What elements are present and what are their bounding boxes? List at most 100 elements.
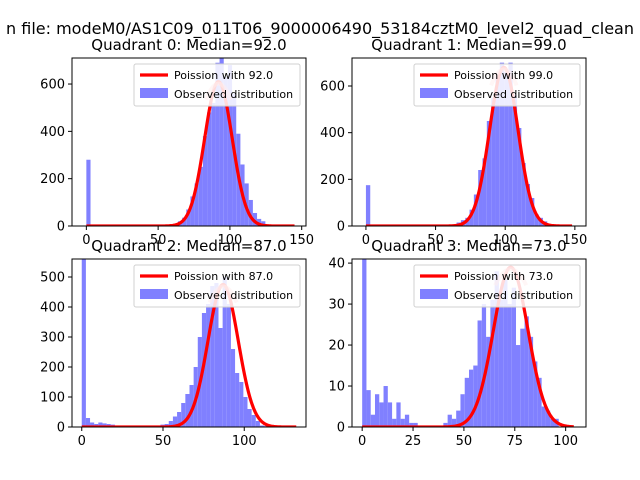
- histogram-bar: [90, 422, 95, 427]
- y-tick-label: 0: [57, 220, 65, 235]
- histogram-bar: [261, 221, 266, 226]
- histogram-bar: [508, 62, 513, 226]
- y-tick-label: 400: [320, 126, 345, 141]
- histogram-bar: [202, 136, 208, 226]
- chart-title: Quadrant 3: Median=73.0: [371, 237, 566, 255]
- histogram-bar: [545, 410, 551, 427]
- legend-fit-label: Poission with 73.0: [454, 270, 553, 283]
- x-tick-label: 0: [358, 434, 366, 449]
- histogram-bar: [494, 271, 499, 427]
- y-tick-label: 300: [40, 331, 65, 346]
- axes-frame: [71, 57, 307, 227]
- histogram-bar: [512, 95, 518, 226]
- histogram-bar: [251, 415, 256, 427]
- histogram-bar: [541, 406, 546, 427]
- y-tick-label: 500: [40, 271, 65, 286]
- histogram-bar: [550, 418, 555, 427]
- histogram-bar: [215, 62, 220, 226]
- x-tick-label: 50: [456, 434, 473, 449]
- histogram-bar: [210, 286, 215, 427]
- legend-hist-label: Observed distribution: [174, 289, 293, 302]
- x-tick-label: 50: [150, 233, 167, 248]
- histogram-bar: [243, 397, 248, 427]
- poisson-fit-line: [81, 282, 297, 427]
- histogram-bar: [194, 183, 199, 226]
- histogram-bar: [413, 422, 418, 427]
- histogram-bar: [447, 414, 452, 427]
- histogram-bar: [486, 336, 491, 427]
- axes-frame: [351, 258, 587, 428]
- legend-hist-label: Observed distribution: [174, 88, 293, 101]
- histogram-bar: [255, 421, 260, 427]
- histogram-bar: [230, 349, 236, 427]
- histogram-bar: [504, 72, 509, 226]
- x-tick-label: 0: [82, 233, 90, 248]
- histogram-bar: [222, 277, 227, 427]
- histogram-bar: [223, 76, 228, 226]
- histogram-bar: [102, 423, 107, 427]
- legend-fit-label: Poission with 87.0: [174, 270, 273, 283]
- legend-hist-label: Observed distribution: [454, 88, 573, 101]
- histogram-bar: [374, 394, 380, 427]
- histogram-bar: [252, 212, 258, 226]
- histogram-bar: [206, 304, 211, 427]
- poisson-fit-line: [361, 265, 575, 427]
- chart-panel-1: 0 50 100 150 0 200 400 600 Poission with 99.0 Obs…: [320, 36, 587, 248]
- x-tick-label: 100: [232, 434, 257, 449]
- histogram-bar: [469, 369, 474, 427]
- histogram-bar: [172, 416, 178, 427]
- histogram-bar: [451, 418, 457, 427]
- chart-panel-3: 0 25 50 75 100 0 10 20 30 40 Poission with 73.0 Obs…: [328, 237, 587, 449]
- histogram-bar: [86, 159, 91, 226]
- histogram-bar: [392, 418, 397, 427]
- chart-title: Quadrant 2: Median=87.0: [91, 237, 286, 255]
- legend-hist-swatch: [420, 289, 448, 299]
- histogram-bar: [537, 377, 542, 427]
- histogram-bar: [226, 304, 231, 427]
- y-tick-label: 0: [337, 220, 345, 235]
- chart-title: Quadrant 1: Median=99.0: [371, 36, 566, 54]
- chart-panel-0: 0 50 100 150 0 200 400 600 Poission with 92.0 Obs…: [40, 36, 314, 248]
- histogram-bar: [520, 328, 525, 427]
- histogram-bar: [499, 62, 505, 226]
- histogram-bar: [486, 121, 492, 226]
- x-tick-label: 50: [155, 434, 172, 449]
- y-tick-label: 30: [328, 298, 345, 313]
- y-tick-label: 600: [40, 78, 65, 93]
- chart-title: Quadrant 0: Median=92.0: [91, 36, 286, 54]
- histogram-bar: [396, 402, 401, 427]
- histogram-bar: [507, 304, 512, 427]
- legend-hist-swatch: [140, 289, 168, 299]
- histogram-bar: [189, 385, 194, 427]
- histogram-bar: [383, 386, 388, 427]
- histogram-bar: [81, 259, 86, 427]
- histogram-bar: [511, 287, 517, 427]
- legend-hist-swatch: [140, 88, 168, 98]
- histogram-bar: [168, 421, 173, 427]
- histogram-bar: [186, 209, 191, 226]
- histogram-bar: [525, 184, 531, 226]
- histogram-bar: [365, 185, 371, 226]
- x-tick-label: 100: [493, 233, 518, 248]
- histogram-bar: [219, 58, 224, 226]
- plot-area: [361, 259, 575, 427]
- x-tick-label: 0: [78, 434, 86, 449]
- x-tick-label: 75: [507, 434, 524, 449]
- histogram-bar: [211, 102, 216, 226]
- x-tick-label: 50: [427, 233, 444, 248]
- histogram-bar: [469, 209, 474, 226]
- y-tick-label: 100: [40, 391, 65, 406]
- histogram-bar: [387, 402, 393, 427]
- histogram-bar: [473, 365, 478, 427]
- histogram-bar: [530, 198, 535, 226]
- histogram-bar: [218, 328, 223, 427]
- x-tick-label: 150: [289, 233, 314, 248]
- y-tick-label: 200: [320, 173, 345, 188]
- histogram-bar: [370, 414, 375, 427]
- histogram-bar: [182, 217, 187, 226]
- histogram-bar: [456, 410, 461, 427]
- legend-hist-swatch: [420, 88, 448, 98]
- histogram-bar: [478, 170, 483, 226]
- histogram-bar: [98, 422, 103, 427]
